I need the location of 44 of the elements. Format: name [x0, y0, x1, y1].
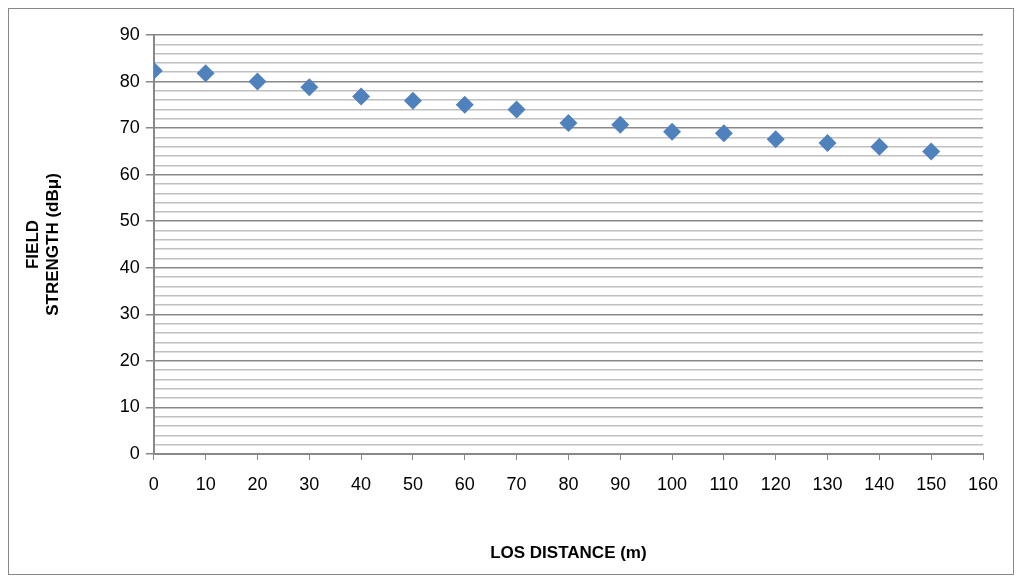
- x-tick-label: 60: [454, 473, 475, 494]
- x-tick-label: 130: [812, 473, 843, 494]
- y-tick-label: 50: [119, 210, 140, 231]
- x-tick-label: 70: [506, 473, 527, 494]
- point: [663, 122, 682, 141]
- y-tick-label: 90: [119, 23, 140, 44]
- point: [818, 134, 837, 153]
- x-tick-label: 100: [657, 473, 688, 494]
- point: [352, 87, 371, 106]
- x-tick-label: 40: [351, 473, 372, 494]
- point: [870, 137, 889, 156]
- y-tick-label: 10: [119, 396, 140, 417]
- x-tick-label: 0: [148, 473, 159, 494]
- y-axis-title: FIELD STRENGTH (dBμ): [22, 173, 63, 316]
- x-tick-label: 90: [610, 473, 631, 494]
- point: [300, 78, 319, 97]
- y-tick-label: 80: [119, 70, 140, 91]
- x-axis-title: LOS DISTANCE (m): [490, 543, 647, 563]
- point: [248, 72, 267, 91]
- y-tick-label: 60: [119, 163, 140, 184]
- point: [507, 100, 526, 119]
- x-tick-label: 80: [558, 473, 579, 494]
- point: [611, 115, 630, 134]
- x-tick-label: 50: [402, 473, 423, 494]
- point: [196, 64, 215, 83]
- x-tick-label: 140: [864, 473, 895, 494]
- x-tick-label: 110: [709, 473, 739, 494]
- point: [559, 113, 578, 132]
- x-tick-label: 120: [760, 473, 791, 494]
- point: [922, 142, 941, 161]
- y-tick-label: 40: [119, 256, 140, 277]
- point: [714, 124, 733, 143]
- point: [766, 130, 785, 149]
- y-tick-label: 30: [119, 303, 140, 324]
- x-tick-label: 150: [916, 473, 947, 494]
- x-tick-label: 30: [299, 473, 320, 494]
- x-tick-label: 10: [195, 473, 216, 494]
- y-tick-label: 0: [129, 442, 140, 463]
- y-tick-label: 70: [119, 117, 140, 138]
- y-tick-label: 20: [119, 349, 140, 370]
- point: [403, 91, 422, 110]
- point: [455, 95, 474, 114]
- x-tick-label: 160: [967, 473, 999, 494]
- x-tick-label: 20: [247, 473, 268, 494]
